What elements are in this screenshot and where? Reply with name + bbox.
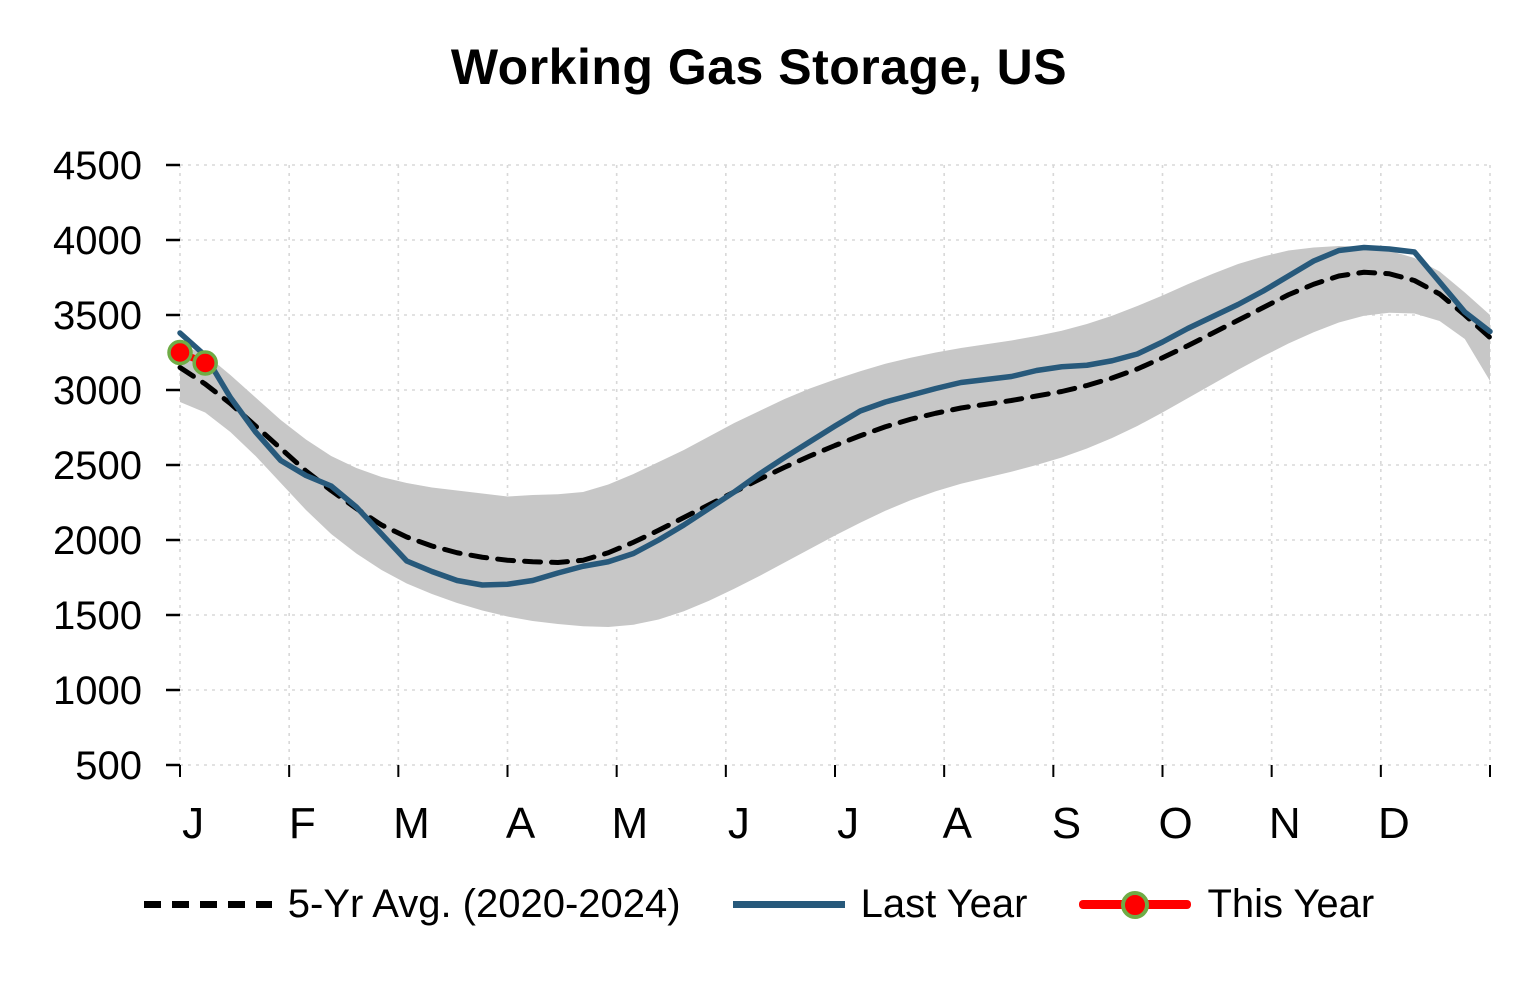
month-label: F xyxy=(289,799,316,848)
this-year-line-icon xyxy=(1079,890,1192,919)
y-tick-label: 3500 xyxy=(53,294,142,338)
legend-label-5yr-avg: 5-Yr Avg. (2020-2024) xyxy=(287,882,681,926)
month-label: M xyxy=(393,799,430,848)
y-tick-label: 500 xyxy=(75,744,142,788)
month-label: J xyxy=(182,799,204,848)
last-year-line-icon xyxy=(732,901,845,908)
avg-line xyxy=(177,269,1493,565)
month-label: J xyxy=(728,799,750,848)
month-label: M xyxy=(611,799,648,848)
month-label: S xyxy=(1052,799,1081,848)
legend-item-this-year: This Year xyxy=(1079,882,1374,927)
last-year-line xyxy=(177,244,1493,588)
chart-legend: 5-Yr Avg. (2020-2024) Last Year This Yea… xyxy=(0,882,1518,927)
month-label: D xyxy=(1378,799,1410,848)
y-tick-label: 2500 xyxy=(53,444,142,488)
month-label: O xyxy=(1158,799,1192,848)
legend-label-last-year: Last Year xyxy=(860,882,1028,926)
avg-dashed-line-icon xyxy=(143,901,272,908)
y-tick-label: 1500 xyxy=(53,594,142,638)
month-label: A xyxy=(506,799,536,848)
legend-item-5yr-avg: 5-Yr Avg. (2020-2024) xyxy=(143,882,681,927)
this-year-marker xyxy=(192,350,218,376)
month-label: N xyxy=(1269,799,1301,848)
this-year-marker-icon xyxy=(1121,890,1150,919)
this-year-marker xyxy=(167,339,193,366)
y-tick-label: 4000 xyxy=(53,219,142,263)
month-label: A xyxy=(943,799,973,848)
y-tick-label: 2000 xyxy=(53,519,142,563)
y-tick-label: 1000 xyxy=(53,669,142,713)
chart-title: Working Gas Storage, US xyxy=(450,39,1068,95)
legend-label-this-year: This Year xyxy=(1207,882,1375,926)
y-tick-label: 4500 xyxy=(53,144,142,188)
y-tick-label: 3000 xyxy=(53,369,142,413)
month-label: J xyxy=(837,799,859,848)
legend-item-last-year: Last Year xyxy=(732,882,1028,927)
